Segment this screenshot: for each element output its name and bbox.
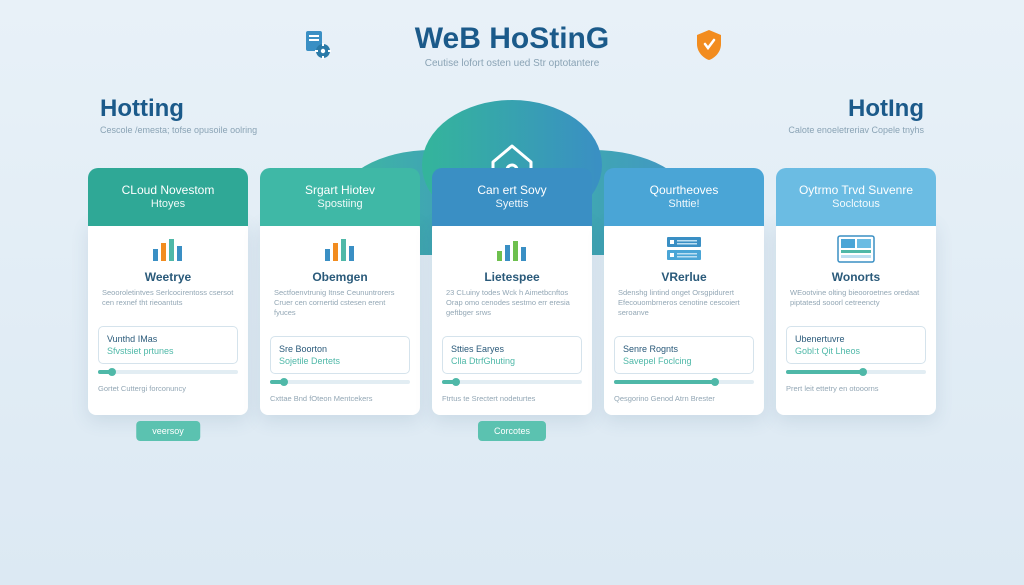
feature-pill-box: Vunthd IMas Sfvstsiet prtunes	[98, 326, 238, 364]
hosting-card[interactable]: Oytrmo Trvd Suvenre Soclctous Wonorts WE…	[776, 220, 936, 415]
bar-chart-green-icon	[444, 234, 580, 264]
card-footer-text: Prert leit ettetry en otooorns	[776, 380, 936, 393]
shield-icon	[694, 28, 724, 67]
card-tab: CLoud Novestom Htoyes	[88, 168, 248, 226]
feature-title: Obemgen	[272, 270, 408, 284]
pill-line-1: Sre Boorton	[279, 344, 401, 354]
bar-chart-icon	[272, 234, 408, 264]
pill-line-2: Sojetile Dertets	[279, 356, 401, 366]
pill-line-1: Vunthd IMas	[107, 334, 229, 344]
feature-title: Lietespee	[444, 270, 580, 284]
progress-bar	[614, 380, 754, 384]
hosting-cards-row: CLoud Novestom Htoyes Weetrye Seooroleti…	[88, 220, 936, 415]
card-tab: Oytrmo Trvd Suvenre Soclctous	[776, 168, 936, 226]
side-heading-left: Hotting Cescole /emesta; tofse opusoile …	[100, 95, 260, 137]
document-gear-icon	[300, 28, 336, 69]
card-tab: Qourtheoves Shttie!	[604, 168, 764, 226]
card-footer-text: Cxttae Bnd fOteon Mentcekers	[260, 390, 420, 403]
feature-pill-box: Senre Rognts Savepel Foclcing	[614, 336, 754, 374]
card-body: VRerlue Sdenshg lintind onget Orsgpidure…	[604, 220, 764, 326]
pill-line-2: Clla DtrfGhuting	[451, 356, 573, 366]
card-footer-text: Qesgorino Genod Atrn Brester	[604, 390, 764, 403]
feature-description: Sectfoenvtrunig Itnse Ceununtrorers Crue…	[272, 288, 408, 318]
card-tab: Srgart Hiotev Spostiing	[260, 168, 420, 226]
hosting-card[interactable]: Srgart Hiotev Spostiing Obemgen Sectfoen…	[260, 220, 420, 415]
pill-line-2: Gobl:t Qit Lheos	[795, 346, 917, 356]
hosting-card[interactable]: CLoud Novestom Htoyes Weetrye Seooroleti…	[88, 220, 248, 415]
card-tab-subtitle: Syettis	[495, 198, 528, 210]
feature-description: Sdenshg lintind onget Orsgpidurert Efeco…	[616, 288, 752, 318]
side-sub-right: Calote enoeletreriav Copele tnyhs	[764, 125, 924, 137]
side-sub-left: Cescole /emesta; tofse opusoile oolring	[100, 125, 260, 137]
feature-description: 23 CLuiny todes Wck h Aimetbcnftos Orap …	[444, 288, 580, 318]
side-title-right: HotIng	[764, 95, 924, 123]
main-title: WeB HoStinG	[0, 22, 1024, 56]
side-title-left: Hotting	[100, 95, 260, 123]
feature-title: Weetrye	[100, 270, 236, 284]
feature-title: VRerlue	[616, 270, 752, 284]
card-tab-title: Qourtheoves	[650, 184, 719, 198]
feature-pill-box: Ubenertuvre Gobl:t Qit Lheos	[786, 326, 926, 364]
feature-description: Seooroletintves Serlcocirentoss csersot …	[100, 288, 236, 308]
card-tab-title: Oytrmo Trvd Suvenre	[799, 184, 913, 198]
card-body: Lietespee 23 CLuiny todes Wck h Aimetbcn…	[432, 220, 592, 326]
feature-pill-box: Stties Earyes Clla DtrfGhuting	[442, 336, 582, 374]
feature-title: Wonorts	[788, 270, 924, 284]
pill-line-1: Senre Rognts	[623, 344, 745, 354]
feature-description: WEootvine olting bieooroetnes oredaat pi…	[788, 288, 924, 308]
card-tab-title: Can ert Sovy	[477, 184, 546, 198]
pill-line-2: Sfvstsiet prtunes	[107, 346, 229, 356]
feature-pill-box: Sre Boorton Sojetile Dertets	[270, 336, 410, 374]
side-heading-right: HotIng Calote enoeletreriav Copele tnyhs	[764, 95, 924, 137]
card-footer-text: Gortet Cuttergi forconuncy	[88, 380, 248, 393]
pill-line-1: Ubenertuvre	[795, 334, 917, 344]
progress-bar	[98, 370, 238, 374]
progress-bar	[442, 380, 582, 384]
card-tab-title: Srgart Hiotev	[305, 184, 375, 198]
card-tab: Can ert Sovy Syettis	[432, 168, 592, 226]
card-tab-subtitle: Soclctous	[832, 198, 880, 210]
card-cta-button[interactable]: veersoy	[136, 421, 200, 441]
hosting-card[interactable]: Qourtheoves Shttie! VRerlue Sdenshg lint…	[604, 220, 764, 415]
dashboard-icon	[788, 234, 924, 264]
card-footer-text: Ftrtus te Srectert nodeturtes	[432, 390, 592, 403]
bar-chart-icon	[100, 234, 236, 264]
server-stack-icon	[616, 234, 752, 264]
card-tab-subtitle: Shttie!	[668, 198, 699, 210]
card-tab-subtitle: Htoyes	[151, 198, 185, 210]
card-tab-subtitle: Spostiing	[317, 198, 362, 210]
main-subtitle: Ceutise lofort osten ued Str optotantere	[0, 58, 1024, 69]
progress-bar	[270, 380, 410, 384]
progress-bar	[786, 370, 926, 374]
pill-line-1: Stties Earyes	[451, 344, 573, 354]
pill-line-2: Savepel Foclcing	[623, 356, 745, 366]
card-body: Wonorts WEootvine olting bieooroetnes or…	[776, 220, 936, 316]
card-tab-title: CLoud Novestom	[122, 184, 215, 198]
card-body: Weetrye Seooroletintves Serlcocirentoss …	[88, 220, 248, 316]
hosting-card[interactable]: Can ert Sovy Syettis Lietespee 23 CLuiny…	[432, 220, 592, 415]
page-header: WeB HoStinG Ceutise lofort osten ued Str…	[0, 0, 1024, 69]
card-cta-button[interactable]: Corcotes	[478, 421, 546, 441]
card-body: Obemgen Sectfoenvtrunig Itnse Ceununtror…	[260, 220, 420, 326]
